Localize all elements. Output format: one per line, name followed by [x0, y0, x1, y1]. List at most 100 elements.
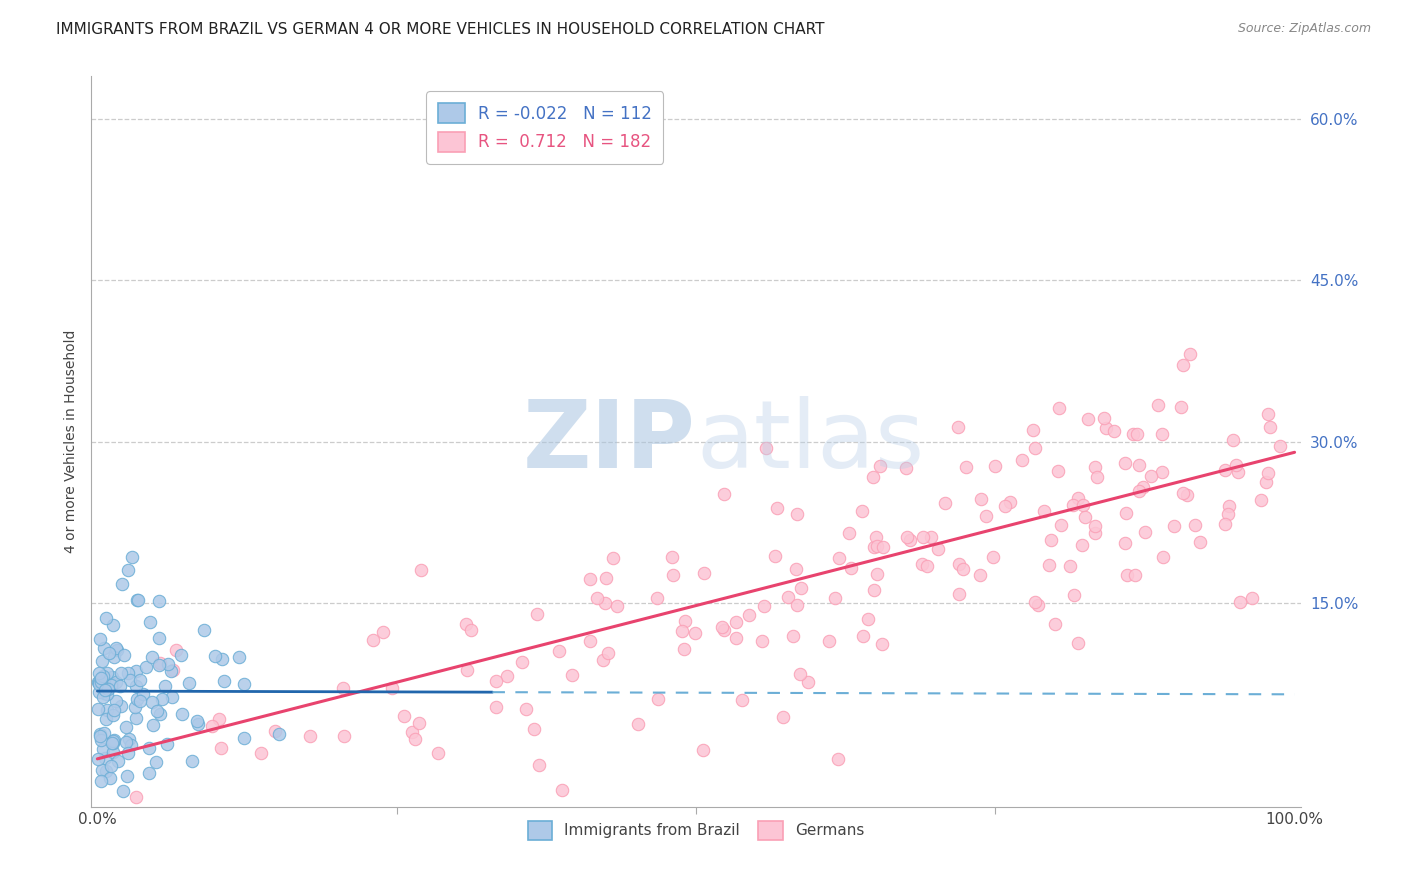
Point — [911, 530, 934, 544]
Point — [1085, 470, 1108, 484]
Point — [89, 677, 111, 691]
Point — [595, 596, 617, 610]
Point — [148, 658, 170, 673]
Point — [145, 755, 167, 769]
Point — [1133, 524, 1156, 539]
Point — [838, 525, 860, 540]
Point — [976, 509, 998, 524]
Point — [1184, 517, 1206, 532]
Point — [1225, 458, 1247, 472]
Point — [647, 691, 669, 706]
Point — [1163, 518, 1185, 533]
Text: Source: ZipAtlas.com: Source: ZipAtlas.com — [1237, 22, 1371, 36]
Point — [100, 758, 122, 772]
Point — [138, 766, 160, 780]
Point — [818, 634, 841, 648]
Point — [1074, 509, 1097, 524]
Point — [87, 702, 110, 716]
Point — [233, 677, 256, 691]
Point — [1059, 559, 1081, 574]
Point — [138, 740, 160, 755]
Point — [763, 549, 786, 563]
Point — [298, 729, 321, 743]
Point — [124, 664, 146, 678]
Point — [1171, 486, 1194, 500]
Point — [267, 727, 290, 741]
Point — [120, 738, 142, 752]
Point — [1114, 536, 1136, 550]
Point — [515, 701, 537, 715]
Point — [1250, 492, 1272, 507]
Point — [1067, 491, 1090, 505]
Point — [1125, 567, 1147, 582]
Point — [485, 673, 508, 688]
Point — [232, 731, 254, 745]
Point — [827, 752, 849, 766]
Point — [693, 566, 716, 581]
Point — [790, 581, 813, 595]
Point — [124, 679, 146, 693]
Point — [193, 623, 215, 637]
Point — [865, 531, 887, 545]
Point — [104, 640, 127, 655]
Point — [101, 708, 124, 723]
Point — [955, 459, 977, 474]
Point — [110, 698, 132, 713]
Point — [1257, 467, 1279, 481]
Point — [90, 733, 112, 747]
Point — [120, 673, 142, 687]
Point — [141, 649, 163, 664]
Point — [841, 561, 863, 575]
Point — [550, 783, 572, 797]
Point — [920, 530, 942, 544]
Point — [186, 714, 208, 728]
Point — [148, 631, 170, 645]
Point — [90, 671, 112, 685]
Point — [713, 486, 735, 500]
Point — [91, 669, 114, 683]
Point — [456, 663, 478, 677]
Point — [862, 470, 884, 484]
Point — [117, 746, 139, 760]
Point — [1084, 526, 1107, 541]
Point — [93, 682, 115, 697]
Point — [91, 654, 114, 668]
Point — [89, 632, 111, 646]
Point — [579, 634, 602, 648]
Point — [121, 550, 143, 565]
Point — [104, 675, 127, 690]
Point — [1222, 434, 1244, 448]
Point — [111, 577, 134, 591]
Point — [408, 715, 430, 730]
Point — [157, 657, 180, 671]
Point — [409, 563, 432, 577]
Point — [128, 694, 150, 708]
Point — [671, 624, 693, 638]
Point — [782, 629, 804, 643]
Point — [105, 643, 128, 657]
Point — [101, 745, 124, 759]
Point — [711, 620, 734, 634]
Point — [548, 644, 571, 658]
Point — [731, 693, 754, 707]
Point — [177, 676, 200, 690]
Point — [160, 690, 183, 705]
Point — [170, 707, 193, 722]
Point — [496, 668, 519, 682]
Point — [115, 769, 138, 783]
Point — [209, 741, 232, 756]
Point — [91, 741, 114, 756]
Point — [751, 634, 773, 648]
Point — [94, 712, 117, 726]
Point — [96, 681, 118, 695]
Point — [250, 746, 273, 760]
Point — [592, 653, 614, 667]
Point — [863, 540, 886, 554]
Point — [946, 420, 969, 434]
Point — [103, 703, 125, 717]
Point — [132, 687, 155, 701]
Point — [766, 501, 789, 516]
Point — [111, 784, 134, 798]
Point — [1043, 616, 1066, 631]
Point — [208, 712, 231, 726]
